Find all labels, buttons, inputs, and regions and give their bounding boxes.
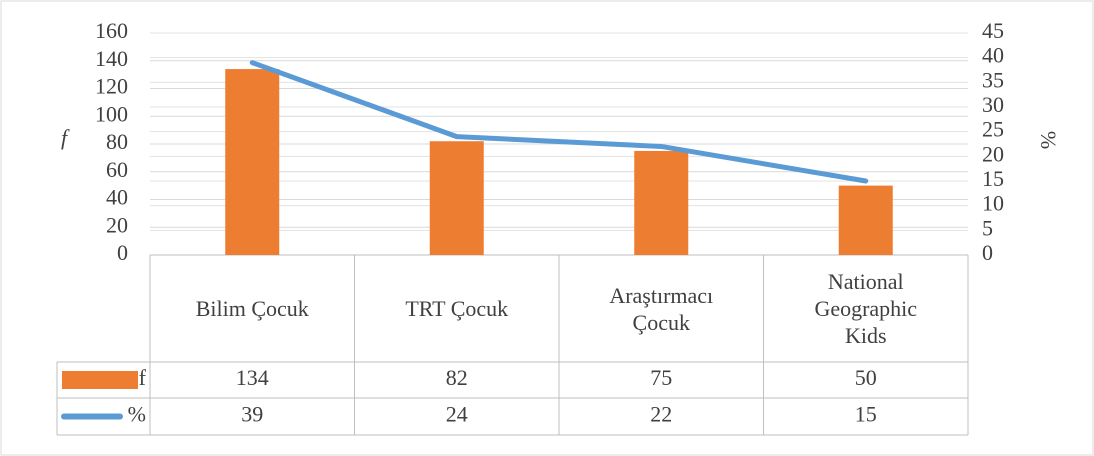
y2-tick-label: 10 — [982, 191, 1004, 216]
table-value: 75 — [650, 365, 672, 390]
y2-tick-label: 20 — [982, 141, 1004, 166]
y2-tick-label: 0 — [982, 240, 993, 265]
category-label: Araştırmacı Çocuk — [609, 282, 714, 335]
y-tick-label: 60 — [106, 157, 128, 182]
y2-tick-label: 15 — [982, 166, 1004, 191]
y-tick-label: 160 — [95, 18, 128, 43]
y2-tick-label: 35 — [982, 67, 1004, 92]
bar — [838, 185, 893, 255]
y2-tick-label: 30 — [982, 92, 1004, 117]
bar — [634, 150, 689, 255]
line — [249, 60, 869, 184]
category-label: TRT Çocuk — [405, 296, 509, 321]
category-label: Bilim Çocuk — [195, 296, 309, 321]
legend-key — [62, 371, 138, 389]
y-axis-title: f — [61, 125, 70, 150]
table-value: 24 — [446, 402, 468, 427]
y-tick-label: 100 — [95, 101, 128, 126]
y2-tick-label: 45 — [982, 18, 1004, 43]
y2-tick-label: 5 — [982, 215, 993, 240]
y-tick-label: 140 — [95, 46, 128, 71]
y2-tick-label: 40 — [982, 43, 1004, 68]
y2-tick-label: 25 — [982, 117, 1004, 142]
table-value: 39 — [241, 402, 263, 427]
y-tick-label: 0 — [117, 240, 128, 265]
bar — [429, 141, 484, 255]
bar — [225, 69, 280, 255]
legend-label: f — [139, 365, 147, 390]
legend-label: % — [128, 402, 146, 427]
category-label: National Geographic Kids — [814, 269, 918, 348]
table-value: 50 — [855, 365, 877, 390]
table-value: 82 — [446, 365, 468, 390]
y-tick-label: 20 — [106, 212, 128, 237]
y-tick-label: 80 — [106, 129, 128, 154]
table-value: 15 — [855, 402, 877, 427]
y-tick-label: 40 — [106, 185, 128, 210]
table-value: 22 — [650, 402, 672, 427]
y2-axis-title: % — [1036, 131, 1061, 149]
y-tick-label: 120 — [95, 74, 128, 99]
table-value: 134 — [236, 365, 269, 390]
